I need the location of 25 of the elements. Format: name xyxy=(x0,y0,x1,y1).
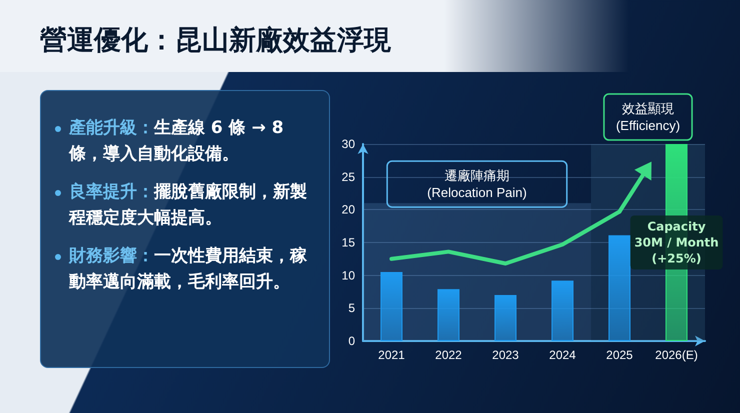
y-tick-label: 10 xyxy=(342,268,356,282)
x-tick-label: 2022 xyxy=(435,348,462,362)
band-label: 遷廠陣痛期 (Relocation Pain) xyxy=(427,168,527,200)
bar xyxy=(494,295,516,341)
text: 產能升級：生產線 6 條 → 8 條，導入自動化設備。 xyxy=(69,115,317,167)
bar xyxy=(552,280,574,341)
text: 良率提升：擺脫舊廠限制，新製程穩定度大幅提高。 xyxy=(69,179,317,231)
annotation: Capacity 30M / Month (+25%) xyxy=(634,220,719,266)
y-tick-label: 15 xyxy=(342,236,356,250)
y-tick-label: 20 xyxy=(342,202,356,217)
y-tick-label: 25 xyxy=(342,170,356,184)
text: 財務影響：一次性費用結束，稼動率邁向滿載，毛利率回升。 xyxy=(69,243,317,295)
band-label: 效益顯現 (Efficiency) xyxy=(616,101,680,133)
x-tick-label: 2021 xyxy=(378,348,406,362)
x-tick-label: 2026(E) xyxy=(655,348,698,362)
y-tick-label: 0 xyxy=(348,334,356,348)
x-tick-label: 2024 xyxy=(549,348,576,362)
y-tick-label: 30 xyxy=(342,137,356,151)
text: 營運優化：昆山新廠效益浮現 xyxy=(40,24,391,58)
y-tick-label: 5 xyxy=(348,301,356,316)
bar xyxy=(608,235,630,341)
bar xyxy=(380,272,402,341)
bar xyxy=(438,289,460,341)
x-tick-label: 2023 xyxy=(492,348,520,362)
x-tick-label: 2025 xyxy=(606,348,634,362)
